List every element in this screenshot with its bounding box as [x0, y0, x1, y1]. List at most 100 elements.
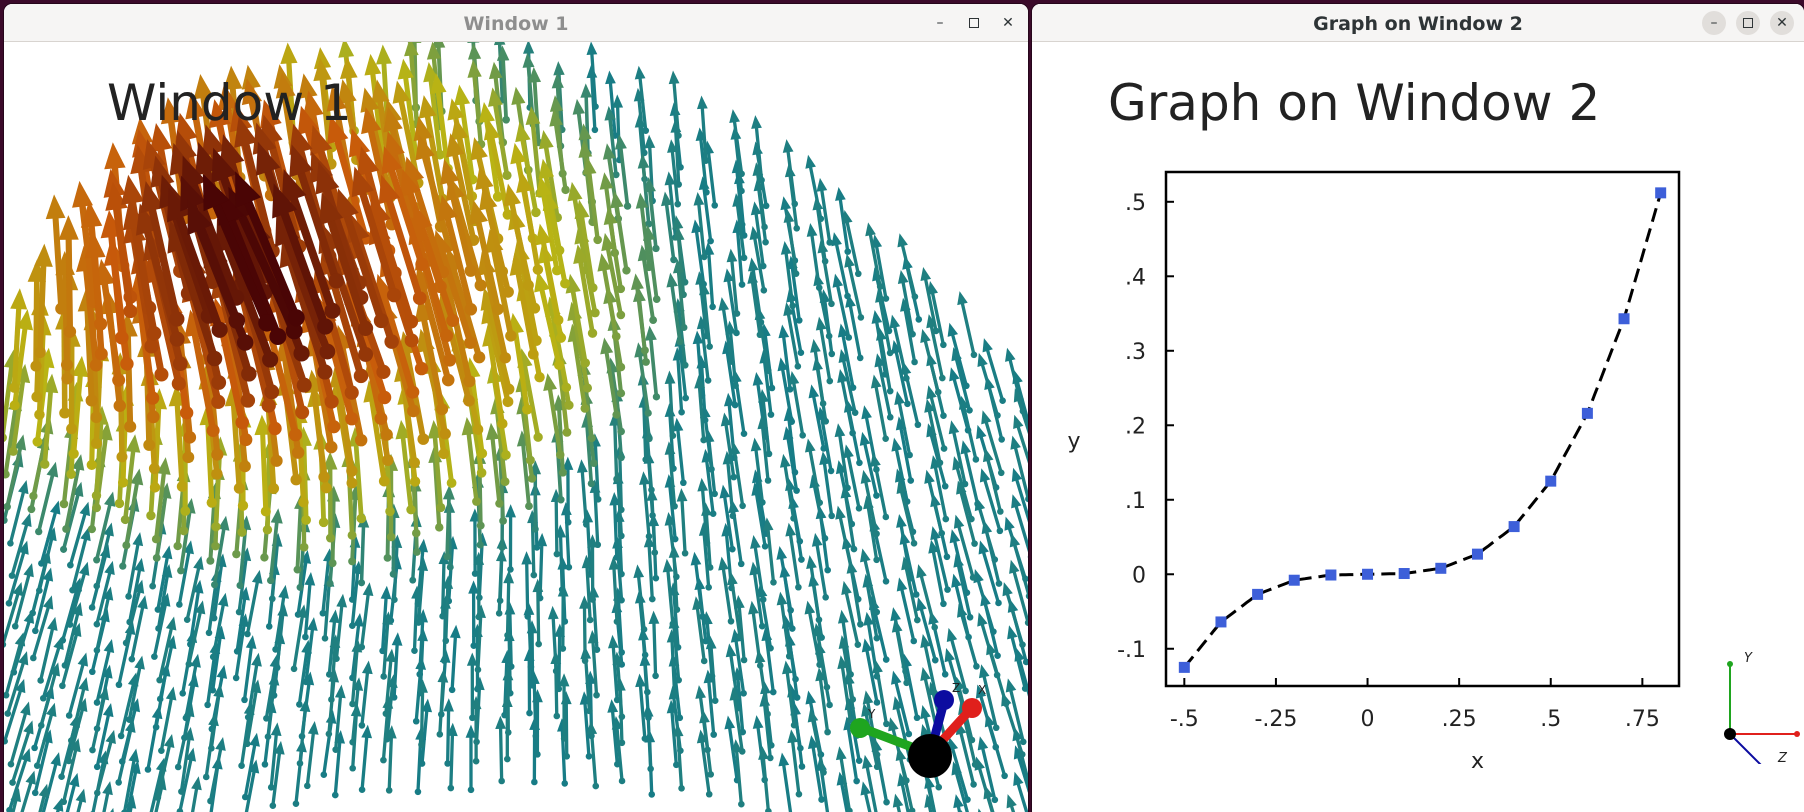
field-arrow: [664, 370, 677, 440]
y-axis-label: Y: [867, 707, 876, 721]
field-arrow: [534, 271, 565, 370]
field-arrow: [668, 70, 682, 139]
field-arrow: [32, 567, 54, 635]
field-arrow: [62, 454, 85, 533]
field-arrow: [982, 448, 1004, 515]
field-arrow: [115, 718, 136, 786]
field-arrow: [30, 595, 54, 662]
field-arrow: [320, 710, 337, 779]
field-arrow: [558, 673, 570, 742]
field-arrow: [982, 338, 1006, 404]
field-arrow: [503, 183, 534, 291]
y-tick-label: .5: [1125, 191, 1146, 216]
field-arrow: [875, 288, 894, 357]
field-arrow: [638, 626, 651, 696]
field-arrow: [65, 652, 89, 719]
field-arrow: [888, 717, 910, 784]
field-arrow: [121, 748, 140, 812]
field-arrow: [837, 323, 857, 391]
field-arrow: [357, 513, 370, 587]
field-arrow: [633, 564, 648, 633]
window-2-canvas[interactable]: Graph on Window 2 -.1 0 .1 .2 .3 .4 .5 -.5 -.25…: [1032, 42, 1804, 812]
window-1[interactable]: Window 1 – ✕ Window 1 Y Z X: [4, 4, 1028, 812]
field-arrow: [442, 575, 454, 645]
z-axis-label: Z: [952, 681, 960, 695]
field-arrow: [729, 686, 746, 755]
field-arrow: [72, 180, 101, 309]
field-arrow: [93, 638, 115, 706]
field-arrow: [120, 434, 141, 525]
field-arrow: [860, 548, 881, 616]
field-arrow: [560, 501, 573, 571]
field-arrow: [722, 450, 737, 520]
maximize-button[interactable]: [962, 11, 986, 35]
field-arrow: [241, 732, 260, 801]
window-1-canvas-title: Window 1: [107, 74, 352, 132]
data-point: [1471, 548, 1483, 560]
field-arrow: [7, 480, 29, 547]
window-1-canvas[interactable]: Window 1 Y Z X: [4, 42, 1028, 812]
y-axis-ball: [850, 718, 870, 738]
close-button[interactable]: ✕: [996, 11, 1020, 35]
field-arrow: [587, 534, 598, 603]
field-arrow: [446, 722, 458, 792]
field-arrow: [34, 243, 53, 359]
field-arrow: [125, 532, 144, 600]
vector-field-view[interactable]: [4, 42, 1028, 812]
field-arrow: [730, 628, 747, 697]
field-arrow: [68, 355, 89, 459]
field-arrow: [151, 457, 171, 544]
field-arrow: [694, 374, 707, 444]
field-arrow: [748, 600, 764, 669]
field-arrow: [202, 712, 219, 781]
y-tick-label: -.1: [1117, 638, 1146, 663]
field-arrow: [662, 558, 677, 628]
field-arrow: [266, 508, 283, 585]
field-arrow: [956, 480, 978, 547]
field-arrow: [750, 535, 767, 603]
graph-plot[interactable]: -.1 0 .1 .2 .3 .4 .5 -.5 -.25 0 .25 .5 .75 x y: [1032, 42, 1804, 812]
maximize-button[interactable]: [1736, 11, 1760, 35]
field-arrow: [977, 352, 1001, 419]
field-arrow: [779, 453, 797, 522]
field-arrow: [37, 616, 58, 684]
minimize-button[interactable]: –: [928, 11, 952, 35]
field-arrow: [102, 781, 113, 812]
field-arrow: [176, 747, 197, 812]
field-arrow: [60, 738, 81, 806]
field-arrow: [648, 610, 660, 680]
maximize-icon: [1743, 18, 1753, 28]
field-arrow: [505, 504, 517, 573]
data-point: [1398, 568, 1410, 580]
field-arrow: [404, 42, 422, 129]
field-arrow: [973, 569, 997, 635]
close-button[interactable]: ✕: [1770, 11, 1794, 35]
window-2-titlebar[interactable]: Graph on Window 2 – ✕: [1032, 4, 1804, 42]
field-arrow: [1011, 467, 1028, 523]
field-arrow: [154, 733, 175, 801]
field-arrow: [840, 484, 858, 553]
field-arrow: [93, 522, 114, 590]
field-arrow: [573, 244, 598, 338]
field-arrow: [1002, 582, 1026, 648]
x-axis-label: x: [1471, 749, 1484, 774]
field-arrow: [896, 479, 918, 547]
field-arrow: [668, 544, 681, 613]
field-arrow: [264, 671, 280, 741]
series-line-path: [1183, 192, 1663, 669]
field-arrow: [501, 693, 513, 763]
axes-triad-3d: Y Z X: [850, 681, 986, 778]
field-arrow: [608, 556, 621, 625]
minimize-button[interactable]: –: [1702, 11, 1726, 35]
field-arrow: [358, 660, 373, 729]
field-arrow: [1009, 533, 1028, 600]
window-2[interactable]: Graph on Window 2 – ✕ Graph on Window 2 …: [1032, 4, 1804, 812]
field-arrow: [582, 156, 602, 245]
window-1-titlebar[interactable]: Window 1 – ✕: [4, 4, 1028, 42]
field-arrow: [699, 709, 715, 778]
field-arrow: [897, 233, 919, 300]
field-arrow: [67, 501, 91, 569]
field-arrow: [666, 272, 684, 346]
z-axis-label: Z: [1777, 751, 1788, 764]
field-arrow: [1007, 625, 1028, 692]
